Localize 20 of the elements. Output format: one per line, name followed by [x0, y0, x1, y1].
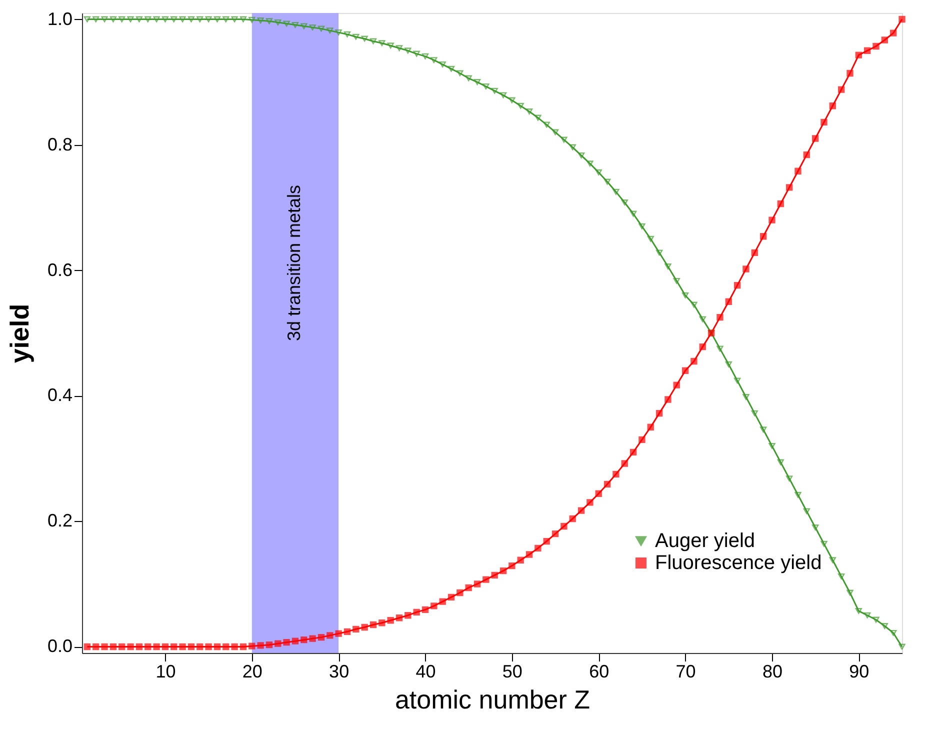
y-tick-label: 0.0	[47, 636, 72, 656]
y-axis-title: yield	[4, 304, 34, 364]
y-tick-label: 0.8	[47, 134, 72, 154]
x-tick-label: 50	[502, 662, 522, 682]
x-tick-label: 90	[849, 662, 870, 682]
x-tick-label: 10	[156, 662, 176, 682]
x-tick-label: 30	[329, 662, 350, 682]
x-tick-label: 70	[676, 662, 696, 682]
y-tick-label: 0.2	[47, 510, 72, 531]
band-label: 3d transition metals	[284, 184, 304, 342]
y-tick-label: 0.6	[47, 260, 72, 280]
x-axis-title: atomic number Z	[394, 684, 590, 714]
x-tick-label: 60	[589, 662, 610, 682]
x-tick-label: 20	[242, 662, 262, 682]
legend-label: Fluorescence yield	[655, 552, 822, 574]
legend-label: Auger yield	[655, 530, 756, 552]
x-tick-label: 40	[416, 662, 436, 682]
y-tick-label: 0.4	[47, 385, 72, 406]
x-tick-label: 80	[762, 662, 782, 682]
y-tick-label: 1.0	[47, 8, 72, 29]
